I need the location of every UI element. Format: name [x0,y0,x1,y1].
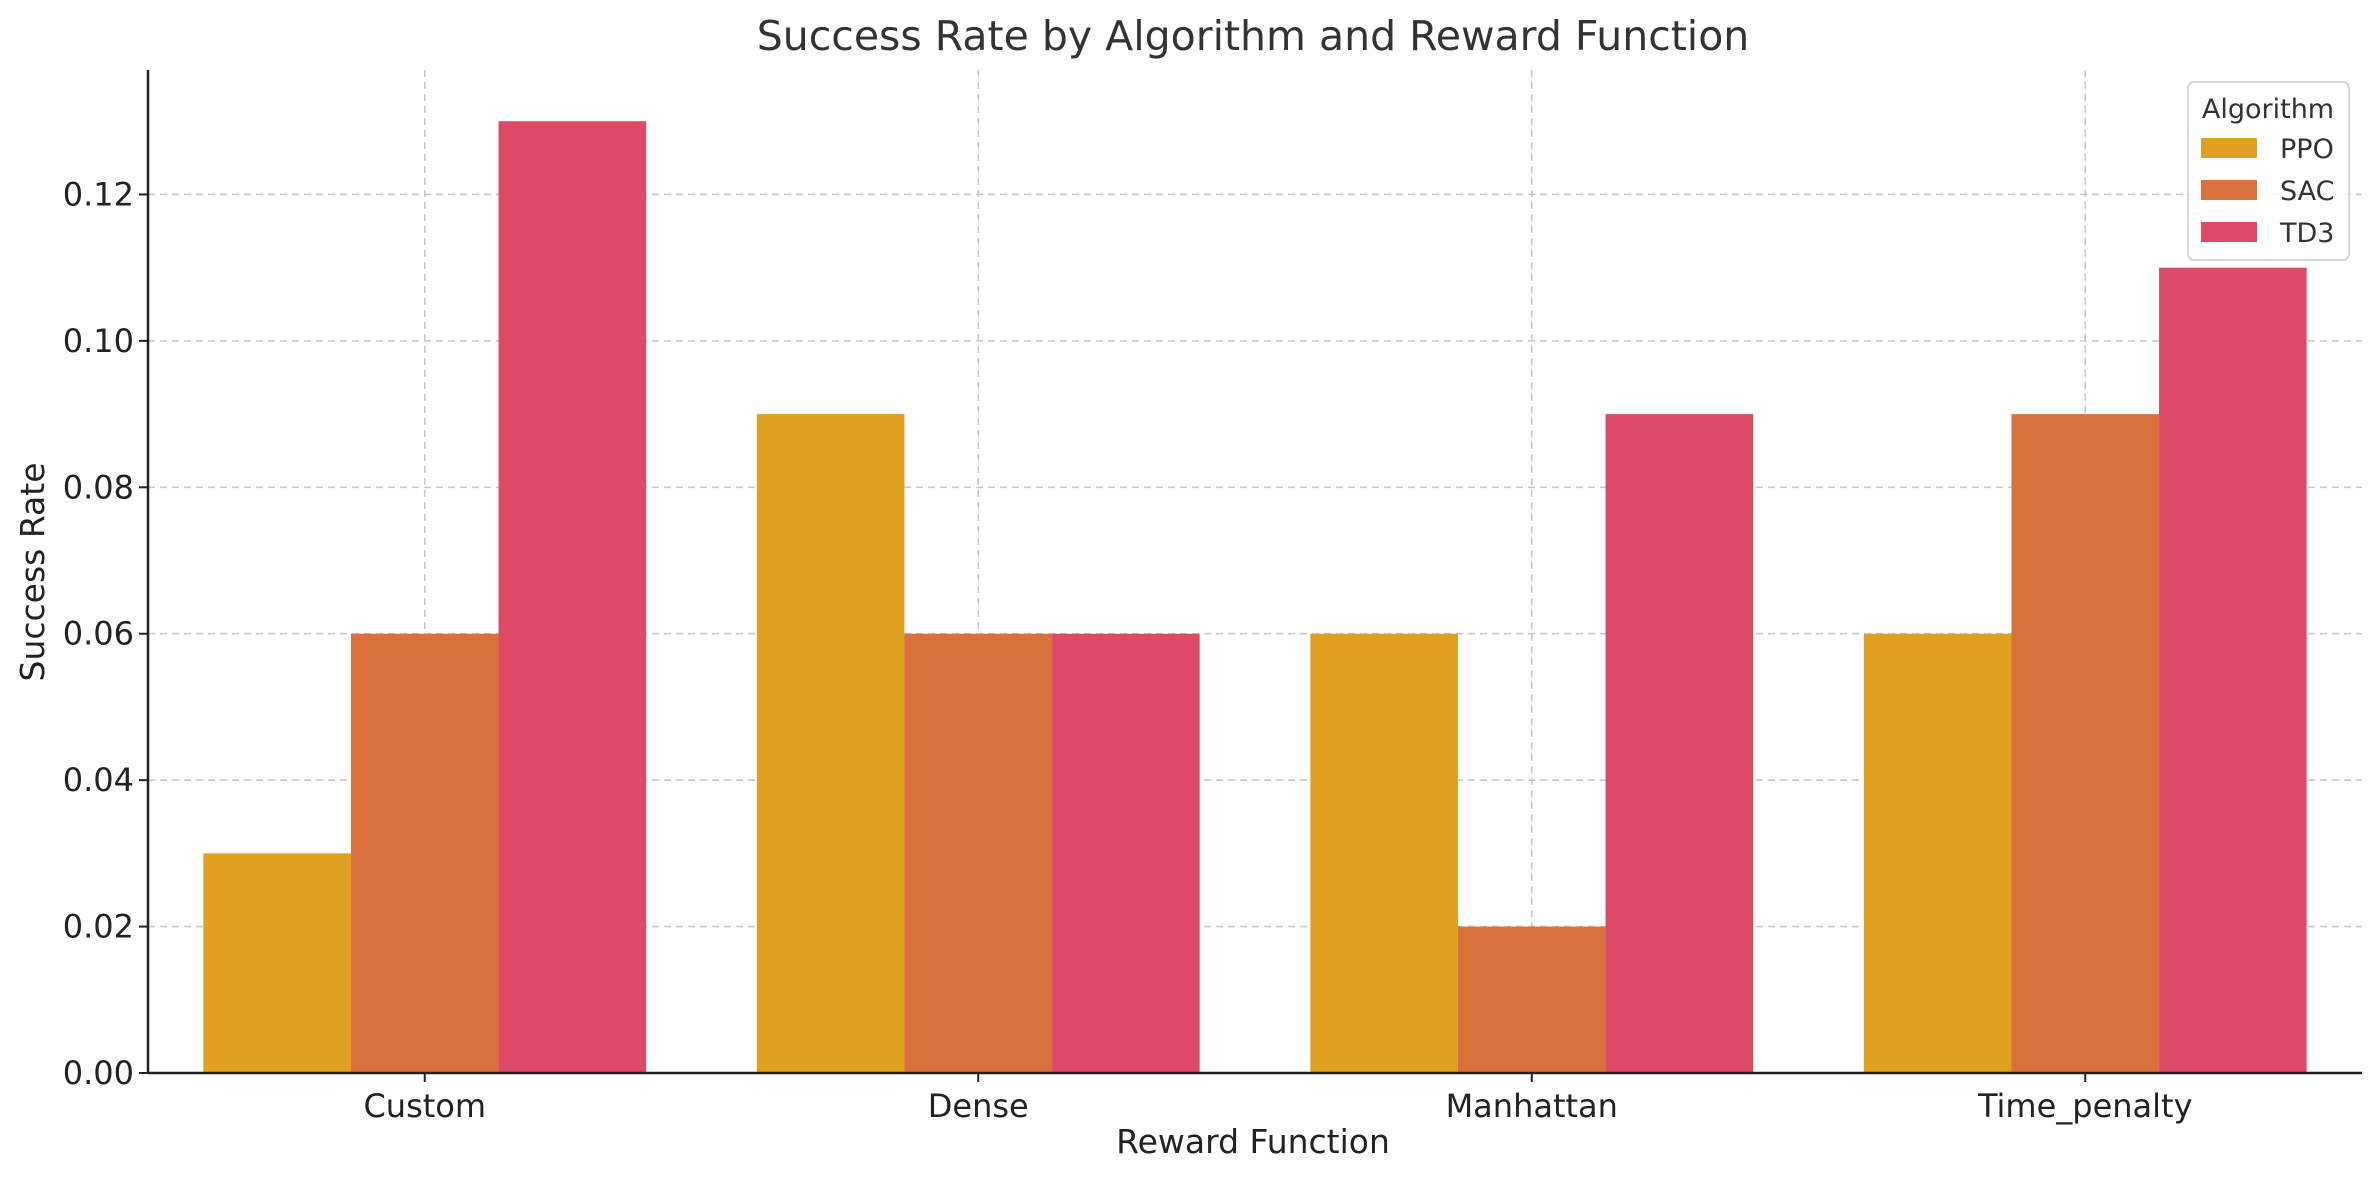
x-ticks: Custom Dense Manhattan Time_penalty [363,1073,2193,1125]
legend-label-td3: TD3 [2279,218,2334,249]
legend-frame [2187,81,2350,261]
bars-layer [203,121,2307,1074]
bar-ppo-manhattan [1310,633,1458,1073]
legend-swatch-ppo [2201,138,2257,158]
y-tick-label: 0.08 [63,468,134,506]
y-tick-label: 0.00 [63,1054,134,1092]
y-tick-label: 0.12 [63,175,134,213]
bar-ppo-dense [756,414,905,1074]
chart-title: Success Rate by Algorithm and Reward Fun… [757,12,1750,60]
bar-sac-custom [350,633,499,1073]
bar-td3-manhattan [1605,414,1754,1074]
legend-title: Algorithm [2202,94,2334,125]
y-tick-label: 0.04 [63,761,134,799]
legend-swatch-td3 [2201,222,2257,242]
legend: Algorithm PPO SAC TD3 [2187,81,2350,261]
bar-sac-time_penalty [2011,414,2160,1074]
x-tick-label: Custom [363,1087,486,1125]
x-tick-label: Manhattan [1446,1087,1618,1125]
y-tick-label: 0.06 [63,615,134,653]
y-tick-label: 0.10 [63,322,134,360]
bar-td3-dense [1052,633,1200,1073]
y-tick-label: 0.02 [63,908,134,946]
bar-sac-manhattan [1457,926,1606,1073]
legend-swatch-sac [2201,180,2257,200]
bar-ppo-custom [203,853,351,1073]
legend-label-sac: SAC [2280,176,2335,207]
legend-items: PPO SAC TD3 [2201,134,2335,249]
y-axis-label: Success Rate [13,463,52,682]
bar-td3-time_penalty [2159,267,2307,1074]
x-tick-label: Time_penalty [1977,1087,2193,1125]
legend-label-ppo: PPO [2280,134,2334,165]
bar-ppo-time_penalty [1863,633,2012,1073]
bar-td3-custom [498,121,647,1074]
y-ticks: 0.00 0.02 0.04 0.06 0.08 0.10 0.12 [63,175,148,1092]
bar-sac-dense [904,633,1053,1073]
x-tick-label: Dense [928,1087,1029,1125]
x-axis-label: Reward Function [1116,1122,1390,1161]
